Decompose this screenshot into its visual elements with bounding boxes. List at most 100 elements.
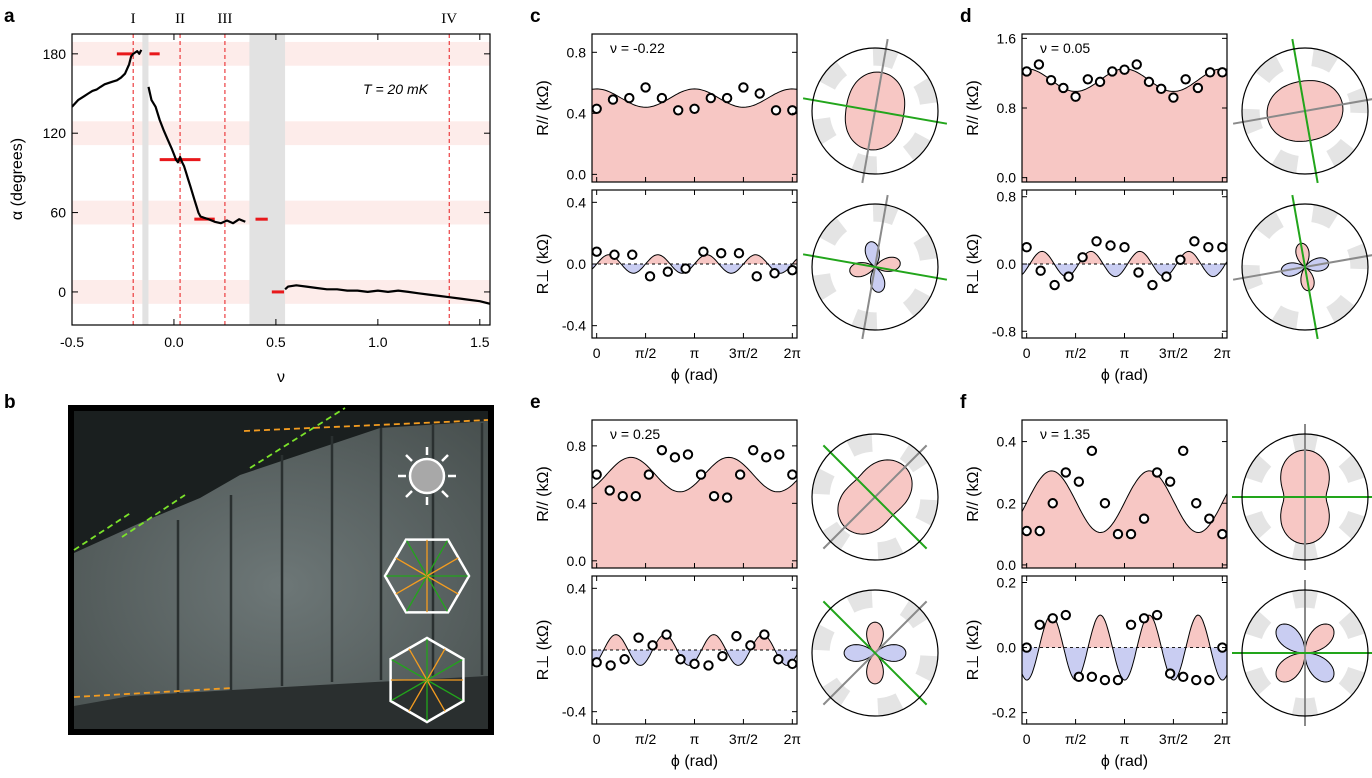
y-tick-label: 0.8 (567, 44, 587, 60)
r-perp-point (633, 632, 644, 643)
r-perp-point (759, 629, 770, 640)
gray-regions (142, 34, 286, 325)
polar-frame (811, 47, 939, 175)
r-perp-fit (1021, 250, 1228, 278)
green-axis (391, 679, 428, 701)
r-parallel-point (738, 82, 749, 93)
green-axis (426, 540, 448, 577)
r-perp-negative-area (1022, 264, 1227, 277)
r-parallel-point (1070, 91, 1081, 102)
y-tick-label: 0.0 (567, 166, 587, 182)
r-parallel-point (1204, 513, 1215, 524)
r-perp-point (1073, 671, 1085, 683)
r-parallel-point (1021, 66, 1032, 77)
r-parallel-point (1112, 528, 1124, 540)
r-perp-point (644, 271, 656, 282)
y-tick-label: 0.0 (567, 642, 587, 658)
r-parallel-point (1217, 67, 1228, 78)
r-perp-point (1060, 609, 1072, 621)
r-perp-ylabel: R⊥ (kΩ) (965, 620, 982, 681)
r-parallel-point (1143, 76, 1155, 88)
r-parallel-point (591, 469, 602, 480)
y-tick-label: 0.8 (567, 438, 587, 454)
r-perp-point (787, 264, 798, 276)
panel-label-e: e (530, 392, 541, 413)
green-axis (426, 659, 463, 681)
r-perp-point (733, 248, 745, 259)
panel-label-d: d (960, 6, 972, 27)
orange-axis (408, 679, 428, 712)
green-axis (802, 253, 948, 281)
r-perp-point (1164, 668, 1176, 679)
marker-label: I (131, 11, 136, 27)
polar-frame (811, 433, 939, 561)
r-parallel-fit (1021, 470, 1228, 534)
r-parallel-point (770, 105, 782, 116)
r-perp-point (1151, 609, 1163, 621)
x-tick-label: 1.0 (368, 334, 388, 350)
panel-c-resistance: 0.0 0.4 0.8 ν = -0.22 R// (kΩ) -0.4 0.0 0.4 0 π/2… (535, 33, 948, 384)
r-parallel-point (734, 469, 746, 480)
alpha-series-middle (147, 86, 246, 225)
r-parallel-point (656, 92, 668, 104)
r-perp-point (698, 246, 709, 257)
r-perp-point (1138, 613, 1150, 624)
r-parallel-point (1021, 525, 1032, 537)
y-tick-label: 0.8 (997, 100, 1017, 116)
r-parallel-point (604, 485, 615, 496)
x-tick-label: 2π (1214, 731, 1232, 747)
r-parallel-point (669, 452, 681, 463)
r-parallel-point (672, 105, 684, 116)
r-parallel-point (1138, 513, 1150, 524)
hexagon-outline (383, 538, 471, 614)
r-perp-point (1034, 619, 1045, 630)
r-parallel-point (1125, 528, 1137, 540)
r-perp-point (1125, 619, 1137, 630)
r-parallel-point (643, 469, 655, 480)
orange-axis (408, 648, 428, 681)
r-parallel-point (1131, 59, 1142, 70)
r-perp-point (609, 249, 620, 260)
r-perp-ylabel: R⊥ (kΩ) (965, 234, 982, 295)
r-perp-point (731, 630, 742, 642)
x-tick-label: 0.0 (164, 334, 184, 350)
sun-icon (398, 447, 456, 505)
r-perp-point (661, 629, 672, 640)
r-parallel-point (591, 103, 602, 114)
r-perp-point (1105, 240, 1116, 251)
green-axis (426, 679, 463, 701)
x-tick-label: π (1120, 731, 1130, 747)
r-parallel-point (624, 92, 635, 104)
x-axis-label: ν (277, 369, 285, 386)
r-perp-point (680, 263, 691, 274)
polar-lobe (1275, 623, 1306, 654)
marker-label: III (217, 11, 232, 27)
y-tick-label: 180 (43, 46, 67, 62)
r-parallel-ylabel: R// (kΩ) (535, 466, 552, 522)
r-parallel-ylabel: R// (kΩ) (535, 80, 552, 136)
green-axis (1291, 194, 1319, 340)
r-parallel-point (640, 82, 651, 93)
filling-label: ν = 0.25 (610, 426, 660, 442)
r-perp-point (1049, 279, 1060, 291)
r-perp-point (1112, 674, 1124, 686)
polar-frame (811, 203, 939, 331)
x-tick-label: 1.5 (470, 334, 490, 350)
r-parallel-ylabel: R// (kΩ) (965, 466, 982, 522)
r-parallel-ylabel: R// (kΩ) (965, 80, 982, 136)
orange-axis (395, 557, 428, 577)
r-parallel-point (689, 103, 700, 114)
r-parallel-point (761, 452, 772, 463)
r-perp-point (751, 271, 762, 282)
r-perp-point (662, 266, 674, 277)
y-tick-label: -0.8 (992, 323, 1016, 339)
r-perp-positive-area (1022, 251, 1227, 264)
y-tick-label: 0.2 (997, 575, 1017, 591)
x-axis-label: ϕ (rad) (1101, 753, 1148, 770)
y-tick-label: 0.0 (567, 553, 587, 569)
r-parallel-point (1164, 476, 1176, 487)
r-parallel-point (705, 92, 717, 104)
r-perp-point (647, 640, 658, 651)
r-parallel-point (747, 444, 759, 456)
x-tick-label: -0.5 (60, 334, 84, 350)
